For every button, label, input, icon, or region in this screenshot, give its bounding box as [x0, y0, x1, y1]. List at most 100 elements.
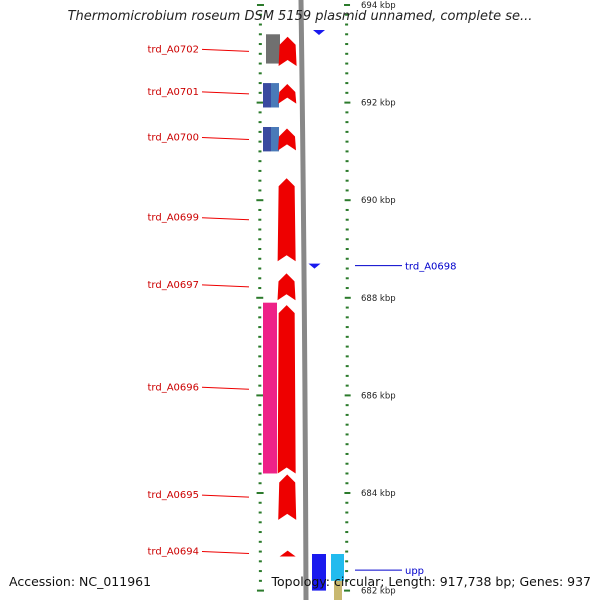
- gene-label: trd_A0694: [148, 547, 200, 558]
- gene-arrow-reverse: [308, 263, 321, 269]
- gene-labels: trd_A0702 trd_A0701 trd_A0700 trd_A0699 trd_…: [148, 44, 457, 577]
- tick-mark-left: [258, 335, 262, 338]
- gene-leader-line: [201, 551, 250, 555]
- tick-mark-right: [345, 316, 349, 319]
- tick-mark-left: [258, 257, 262, 260]
- gene-arrows: [277, 30, 325, 557]
- gene-label: trd_A0697: [148, 280, 200, 291]
- gene-label: trd_A0700: [148, 132, 200, 143]
- tick-mark-left: [258, 238, 262, 241]
- tick-mark-right: [345, 72, 349, 75]
- tick-mark-left: [258, 482, 262, 485]
- tick-mark-left: [256, 199, 264, 202]
- tick-mark-left: [256, 492, 264, 494]
- tick-mark-left: [258, 287, 262, 290]
- tick-mark-left: [258, 413, 262, 416]
- tick-mark-right: [344, 589, 351, 592]
- tick-mark-left: [258, 189, 262, 192]
- tick-mark-left: [258, 52, 262, 55]
- tick-mark-left: [258, 121, 262, 124]
- tick-mark-left: [258, 365, 262, 368]
- tick-mark-left: [258, 130, 262, 133]
- tick-mark-left: [258, 433, 262, 436]
- tick-mark-right: [345, 208, 349, 211]
- tick-mark-left: [258, 540, 262, 543]
- tick-mark-left: [258, 443, 262, 446]
- tick-mark-left: [256, 394, 264, 397]
- tick-mark-left: [258, 62, 262, 65]
- tick-mark-right: [345, 326, 349, 329]
- tick-mark-right: [345, 111, 349, 114]
- scale-label: 690 kbp: [361, 196, 396, 206]
- tick-mark-left: [258, 501, 262, 504]
- gene-arrow: [279, 550, 296, 557]
- gene-label-leaders: [201, 48, 402, 571]
- scale-label: 686 kbp: [361, 391, 396, 401]
- tick-mark-right: [345, 43, 349, 46]
- tick-mark-left: [258, 560, 262, 563]
- tick-mark-left: [258, 570, 262, 573]
- tick-mark-left: [258, 531, 262, 534]
- tick-mark-right: [345, 52, 349, 55]
- gene-arrow: [277, 128, 296, 151]
- tick-mark-left: [258, 33, 262, 36]
- gene-arrow: [278, 36, 297, 66]
- tick-mark-right: [344, 101, 351, 104]
- tick-mark-right: [345, 267, 349, 270]
- gene-arrow: [277, 178, 296, 262]
- tick-mark-left: [258, 150, 262, 153]
- tick-mark-right: [345, 540, 349, 543]
- feature-blue: [312, 554, 326, 591]
- tick-mark-left: [258, 169, 262, 172]
- tick-mark-right: [345, 443, 349, 446]
- tick-mark-left: [258, 550, 262, 553]
- tick-mark-right: [345, 452, 349, 455]
- tick-mark-right: [345, 13, 349, 16]
- tick-mark-right: [345, 130, 349, 133]
- tick-mark-left: [258, 23, 262, 26]
- tick-mark-left: [258, 267, 262, 270]
- scale-label: 694 kbp: [361, 1, 396, 11]
- tick-mark-right: [345, 472, 349, 475]
- tick-mark-right: [345, 189, 349, 192]
- tick-mark-left: [258, 91, 262, 94]
- tick-mark-right: [345, 179, 349, 182]
- gene-leader-line: [201, 136, 250, 140]
- tick-mark-left: [258, 355, 262, 358]
- tick-marks: [256, 4, 351, 592]
- tick-mark-right: [345, 355, 349, 358]
- tick-mark-right: [345, 462, 349, 465]
- gene-label: trd_A0701: [148, 87, 200, 98]
- tick-mark-left: [258, 452, 262, 455]
- accession-text: Accession: NC_011961: [9, 574, 152, 589]
- tick-mark-right: [345, 365, 349, 368]
- tick-mark-left: [258, 43, 262, 46]
- tick-mark-left: [258, 72, 262, 75]
- tick-mark-left: [258, 82, 262, 85]
- scale-labels: 694 kbp 692 kbp 690 kbp 688 kbp 686 kbp 684 k…: [361, 1, 396, 597]
- tick-mark-right: [345, 140, 349, 143]
- scale-label: 692 kbp: [361, 99, 396, 109]
- tick-mark-right: [344, 394, 351, 397]
- tick-mark-left: [258, 326, 262, 329]
- gene-label: upp: [405, 566, 424, 577]
- tick-mark-right: [345, 257, 349, 260]
- tick-mark-right: [345, 482, 349, 485]
- feature-blocks: [263, 34, 344, 600]
- gene-arrow: [277, 305, 296, 474]
- tick-mark-right: [345, 218, 349, 221]
- tick-mark-left: [256, 4, 264, 6]
- scale-label: 684 kbp: [361, 489, 396, 499]
- tick-mark-right: [345, 287, 349, 290]
- tick-mark-left: [258, 13, 262, 16]
- tick-mark-right: [345, 150, 349, 153]
- gene-arrow: [278, 474, 297, 520]
- tick-mark-right: [344, 199, 351, 202]
- feature-navy: [263, 83, 271, 108]
- gene-label: trd_A0695: [148, 490, 200, 501]
- plasmid-backbone: [298, 0, 309, 600]
- tick-mark-right: [345, 82, 349, 85]
- tick-mark-right: [345, 248, 349, 250]
- tick-mark-right: [345, 277, 349, 280]
